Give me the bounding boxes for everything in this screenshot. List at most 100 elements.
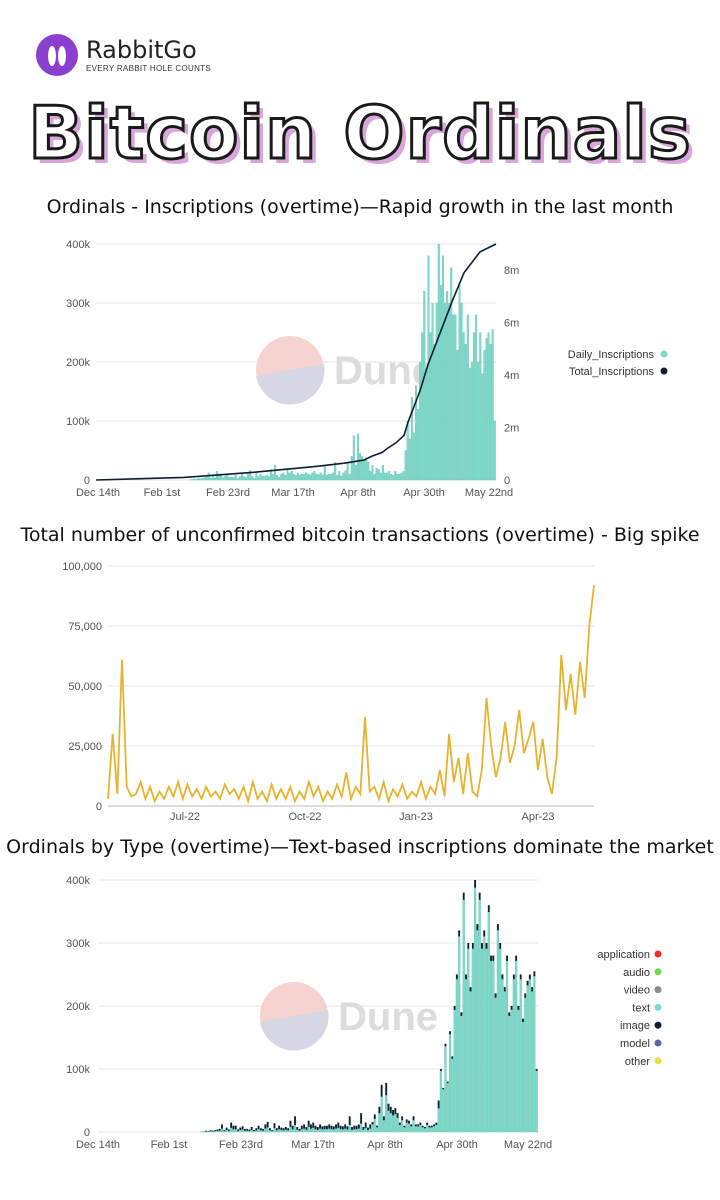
bar (433, 344, 436, 481)
bar (446, 291, 449, 481)
bar-text (515, 960, 518, 1133)
legend-marker (654, 986, 662, 994)
bar-text (489, 960, 493, 1133)
bar-image (506, 955, 508, 961)
y2-tick-label: 4m (504, 370, 519, 382)
bar (394, 471, 397, 481)
bar-text (209, 1130, 212, 1133)
bar-text (398, 1124, 401, 1133)
bar-image (246, 1128, 249, 1131)
bar-text (307, 1126, 310, 1133)
bar-text (266, 1127, 269, 1133)
bar (228, 476, 231, 481)
bar-image (515, 955, 518, 961)
bar-image (284, 1127, 287, 1130)
bar-text (478, 899, 481, 1133)
bar (419, 361, 422, 481)
bar-text (332, 1129, 335, 1133)
bar (245, 476, 248, 481)
bar-text (421, 1127, 424, 1133)
bar (489, 344, 492, 481)
bar-text (303, 1128, 306, 1133)
bar (356, 433, 359, 481)
bar-text (405, 1122, 408, 1133)
bar-image (517, 1006, 520, 1010)
bar (325, 475, 328, 481)
bar-image (487, 905, 490, 912)
bar-image (531, 987, 534, 992)
bar-text (227, 1130, 230, 1133)
brand-tagline: EVERY RABBIT HOLE COUNTS (86, 63, 212, 73)
bar-image (339, 1125, 342, 1130)
bar (338, 471, 341, 481)
bar-image (535, 1069, 538, 1071)
bar-text (366, 1129, 370, 1133)
bar-image (316, 1127, 319, 1130)
bar (301, 473, 303, 481)
bar (485, 338, 488, 481)
y-tick-label: 0 (96, 801, 102, 813)
y-tick-label: 0 (84, 475, 90, 487)
bar-image (328, 1124, 331, 1129)
bar (369, 471, 372, 481)
legend-label: other (625, 1056, 650, 1068)
bar-image (271, 1130, 274, 1132)
bar-text (360, 1123, 363, 1133)
bar (294, 475, 297, 481)
bar-image (398, 1122, 401, 1125)
bar-image (437, 1100, 440, 1109)
bar-text (526, 985, 529, 1133)
bar (330, 473, 333, 481)
bar-image (419, 1122, 422, 1125)
bar-text (305, 1129, 308, 1133)
bar-image (522, 1018, 524, 1022)
bar (224, 475, 227, 481)
bar (444, 302, 447, 481)
bar-image (278, 1125, 280, 1130)
bar-text (216, 1130, 219, 1133)
page-title: Bitcoin Ordinals (27, 90, 692, 177)
bar-image (496, 924, 499, 931)
bar-text (325, 1129, 329, 1133)
x-tick-label: Jan-23 (399, 811, 433, 823)
bar (234, 475, 237, 481)
x-tick-label: Oct-22 (288, 811, 321, 823)
bar-image (392, 1109, 394, 1116)
x-tick-label: Jul-22 (170, 811, 200, 823)
bar-text (289, 1126, 292, 1133)
legend-label: Daily_Inscriptions (568, 349, 655, 361)
bar-image (410, 1124, 413, 1127)
bar-image (282, 1128, 285, 1131)
bar-image (216, 1129, 219, 1131)
bar-text (533, 976, 536, 1133)
bar (207, 472, 210, 481)
bar-image (455, 974, 458, 980)
bar-image (408, 1120, 410, 1124)
legend-marker (654, 1021, 662, 1029)
y-tick-label: 75,000 (68, 621, 102, 633)
bar-text (512, 979, 515, 1133)
bar-text (350, 1129, 354, 1133)
bar (309, 474, 312, 481)
bar (315, 473, 318, 481)
bar-text (220, 1128, 224, 1133)
legend-marker (654, 1003, 662, 1011)
x-tick-label: May 22nd (465, 487, 513, 499)
bar-image (280, 1127, 283, 1130)
bar-image (351, 1127, 353, 1130)
bar (468, 367, 471, 481)
bar-text (464, 979, 468, 1133)
y-tick-label: 400k (66, 239, 90, 251)
bar-text (448, 1034, 452, 1133)
bar-image (364, 1122, 367, 1128)
bar-text (510, 1009, 513, 1133)
bar-image (273, 1123, 276, 1129)
bar-image (221, 1124, 223, 1129)
legend-label: image (620, 1020, 650, 1032)
bar-image (492, 955, 495, 961)
bar-text (480, 948, 484, 1133)
y-tick-label: 25,000 (68, 741, 102, 753)
bar-text (487, 911, 490, 1133)
bar-text (341, 1129, 344, 1133)
bar-image (401, 1116, 404, 1121)
